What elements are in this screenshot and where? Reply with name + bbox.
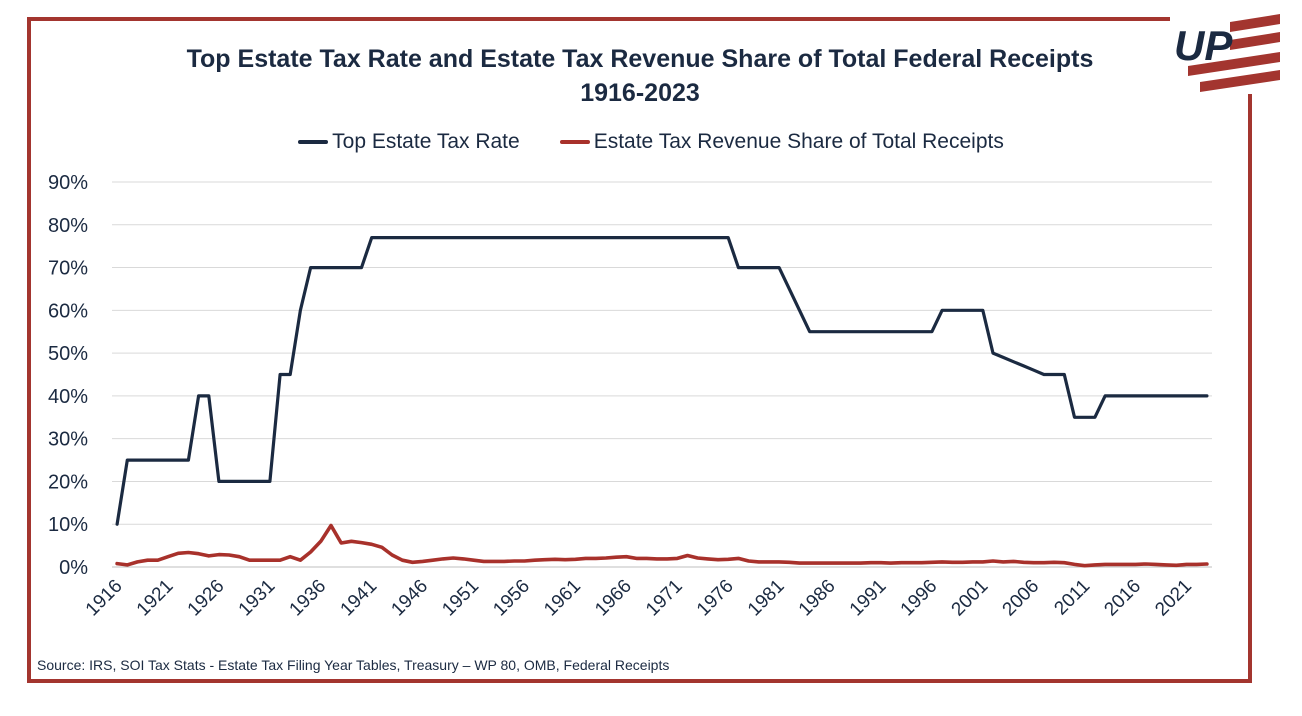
source-note: Source: IRS, SOI Tax Stats - Estate Tax … (37, 657, 670, 673)
x-tick-label: 1961 (540, 576, 585, 621)
x-tick-label: 2001 (948, 576, 993, 621)
y-tick-label: 50% (48, 343, 88, 365)
y-tick-label: 20% (48, 471, 88, 493)
series-line-top-rate (115, 236, 1209, 526)
chart-title: Top Estate Tax Rate and Estate Tax Reven… (90, 42, 1190, 110)
legend-label-revenue-share: Estate Tax Revenue Share of Total Receip… (593, 130, 1004, 153)
x-tick-label: 1996 (897, 576, 942, 621)
chart-legend: Top Estate Tax Rate Estate Tax Revenue S… (0, 128, 1302, 156)
legend-swatch-top-rate (298, 140, 329, 144)
x-tick-label: 1946 (387, 576, 432, 621)
y-tick-label: 0% (59, 557, 88, 579)
y-tick-label: 10% (48, 514, 88, 536)
x-tick-label: 1966 (591, 576, 636, 621)
y-tick-label: 80% (48, 215, 88, 237)
x-tick-label: 1916 (82, 576, 127, 621)
x-tick-label: 1921 (133, 576, 178, 621)
y-tick-label: 90% (48, 172, 88, 194)
chart-title-line1: Top Estate Tax Rate and Estate Tax Reven… (186, 45, 1094, 73)
x-tick-label: 1956 (489, 576, 534, 621)
x-tick-label: 1926 (184, 576, 229, 621)
legend-swatch-revenue-share (559, 140, 590, 144)
y-tick-label: 70% (48, 258, 88, 280)
x-tick-label: 2011 (1050, 576, 1094, 620)
legend-item-top-rate: Top Estate Tax Rate (298, 130, 520, 154)
x-tick-label: 1991 (846, 576, 891, 621)
series-line-revenue-share (115, 523, 1209, 568)
up-logo: UP (1170, 4, 1290, 94)
x-tick-label: 1971 (642, 576, 687, 621)
legend-label-top-rate: Top Estate Tax Rate (332, 130, 520, 153)
y-tick-label: 40% (48, 386, 88, 408)
chart-frame (27, 17, 1252, 683)
logo-text: UP (1174, 22, 1233, 69)
y-tick-label: 30% (48, 429, 88, 451)
x-tick-label: 1981 (744, 576, 789, 621)
legend-item-revenue-share: Estate Tax Revenue Share of Total Receip… (559, 130, 1004, 154)
x-tick-label: 1936 (286, 576, 331, 621)
x-tick-label: 2021 (1151, 576, 1196, 621)
x-tick-label: 1951 (438, 576, 483, 621)
x-tick-label: 1986 (795, 576, 840, 621)
x-tick-label: 2006 (999, 576, 1044, 621)
x-tick-label: 1941 (337, 576, 382, 621)
x-tick-label: 1931 (235, 576, 280, 621)
y-tick-label: 60% (48, 300, 88, 322)
x-tick-label: 1976 (693, 576, 738, 621)
chart-title-line2: 1916-2023 (580, 79, 700, 107)
x-tick-label: 2016 (1100, 576, 1145, 621)
